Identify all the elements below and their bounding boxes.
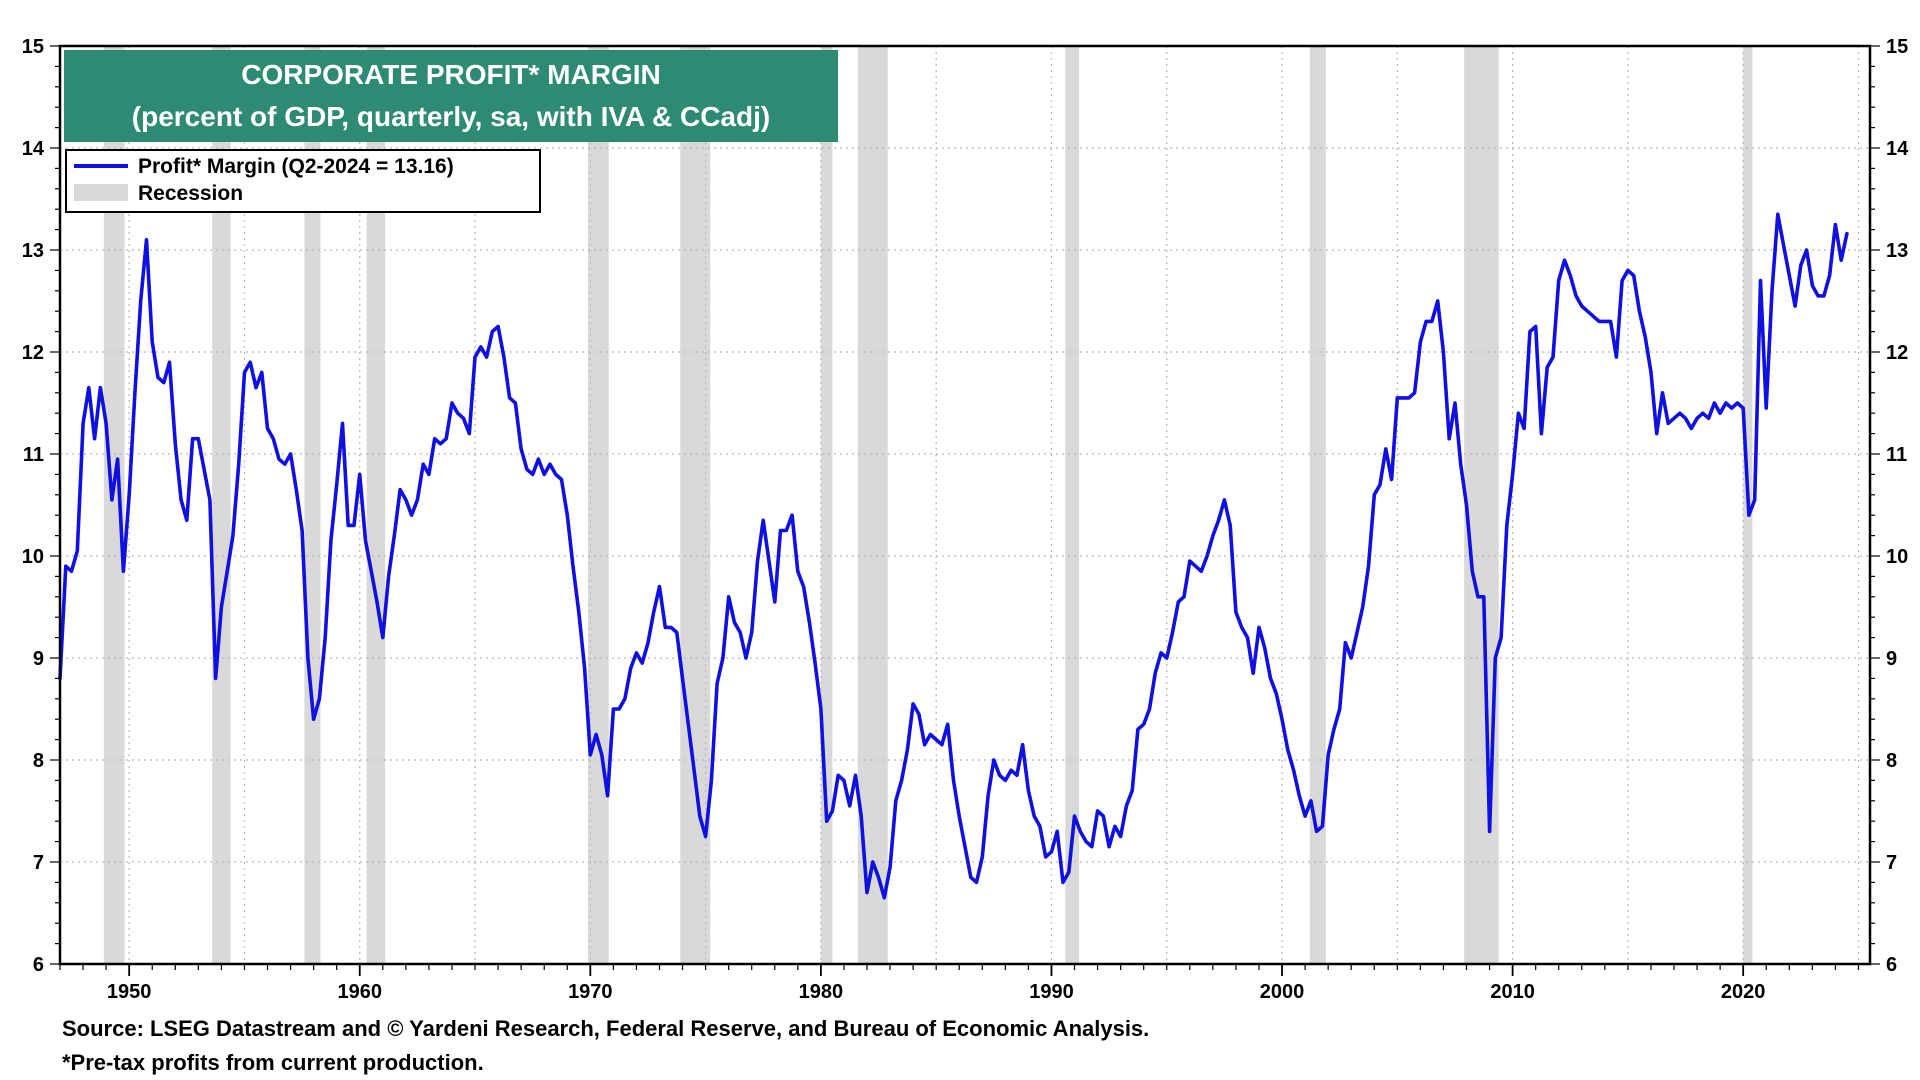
recession-bands [103,46,1753,964]
chart-subtitle: (percent of GDP, quarterly, sa, with IVA… [132,101,770,132]
plot-frame [58,44,1872,966]
chart-title: CORPORATE PROFIT* MARGIN [241,59,660,90]
x-tick-label-2000: 2000 [1260,981,1305,1003]
y-tick-label-left-11: 11 [23,444,44,466]
recession-band-2 [304,46,321,964]
title-background [64,50,838,142]
recession-band-6 [820,46,833,964]
y-tick-label-left-13: 13 [22,240,44,262]
footnote: *Pre-tax profits from current production… [62,1050,484,1075]
y-tick-label-left-14: 14 [22,138,45,160]
y-tick-label-right-9: 9 [1886,648,1897,670]
y-tick-label-right-7: 7 [1886,852,1897,874]
y-tick-label-left-10: 10 [22,546,44,568]
series-lines [58,212,1849,900]
legend-label-recession: Recession [138,182,243,205]
x-tick-label-1980: 1980 [799,981,844,1003]
recession-band-4 [588,46,609,964]
y-tick-label-right-11: 11 [1886,444,1907,466]
x-tick-label-1950: 1950 [107,981,152,1003]
y-tick-label-right-12: 12 [1886,342,1908,364]
recession-band-3 [366,46,386,964]
y-tick-label-left-15: 15 [22,36,44,58]
y-tick-label-left-12: 12 [22,342,44,364]
recession-band-7 [857,46,888,964]
y-tick-label-right-15: 15 [1886,36,1908,58]
chart-title-box: CORPORATE PROFIT* MARGIN (percent of GDP… [64,50,838,142]
x-tick-label-2020: 2020 [1721,981,1766,1003]
recession-band-5 [680,46,711,964]
x-tick-label-1990: 1990 [1029,981,1074,1003]
recession-band-10 [1464,46,1499,964]
legend-box [65,149,541,213]
y-tick-label-left-7: 7 [33,852,44,874]
x-tick-label-1970: 1970 [568,981,613,1003]
legend-swatch-recession [74,184,128,201]
y-tick-label-left-9: 9 [33,648,44,670]
recession-band-9 [1309,46,1326,964]
x-tick-label-2010: 2010 [1490,981,1535,1003]
y-tick-label-right-10: 10 [1886,546,1908,568]
y-tick-label-right-8: 8 [1886,750,1897,772]
y-tick-label-left-8: 8 [33,750,44,772]
y-tick-label-left-6: 6 [33,954,44,976]
recession-band-0 [103,46,125,964]
axes: 1950 1960 1970 1980 1990 2000 2010 2020 6 6 7 7 8 8 9 9… [22,36,1909,1003]
gridlines [60,46,1870,964]
y-tick-label-right-14: 14 [1886,138,1909,160]
recession-band-8 [1065,46,1080,964]
source-note: Source: LSEG Datastream and © Yardeni Re… [62,1016,1150,1041]
recession-band-1 [212,46,231,964]
legend: Profit* Margin (Q2-2024 = 13.16) Recessi… [65,149,541,213]
legend-label-profit-margin: Profit* Margin (Q2-2024 = 13.16) [138,155,454,178]
y-tick-label-right-6: 6 [1886,954,1897,976]
x-tick-label-1960: 1960 [337,981,382,1003]
y-tick-label-right-13: 13 [1886,240,1908,262]
series-line-profit-margin [58,212,1849,900]
